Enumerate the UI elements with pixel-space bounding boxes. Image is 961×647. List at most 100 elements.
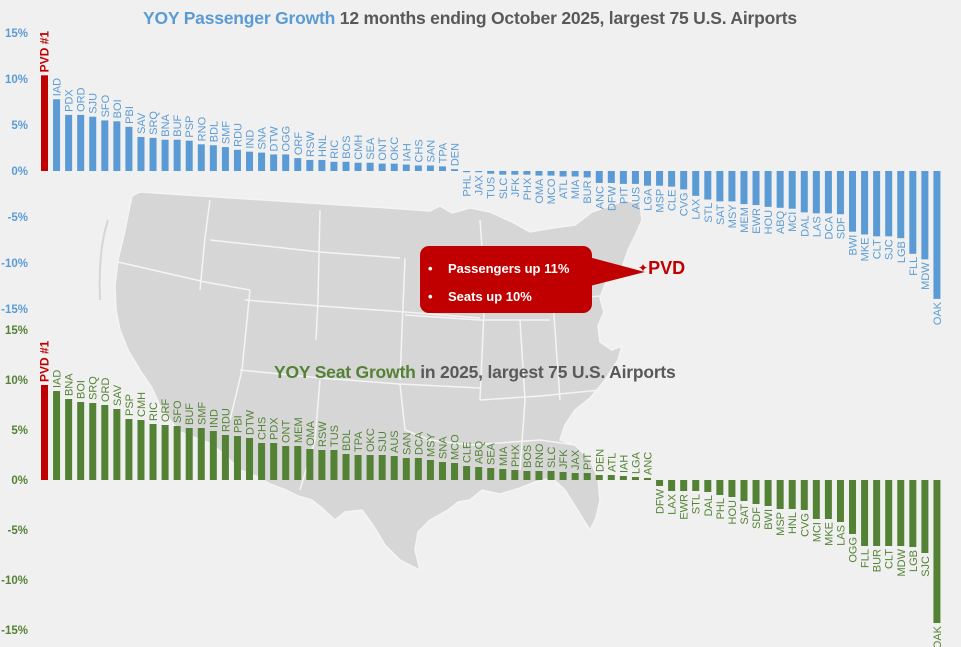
bar-okc (366, 455, 374, 480)
bar-bna (65, 399, 73, 480)
bar-label: DFW (606, 185, 618, 211)
bar-label: IND (208, 409, 220, 428)
bar-label: SJU (377, 431, 389, 452)
bar-label: OKC (365, 428, 377, 452)
bar-bos (342, 161, 350, 171)
bar-mem (740, 171, 748, 205)
y-tick-label: -15% (1, 625, 28, 637)
bar-label: LAS (811, 216, 823, 237)
bar-label: SJC (920, 556, 932, 577)
bar-label: OGG (848, 537, 860, 563)
bar-lax (668, 480, 676, 491)
bar-hnl (788, 480, 796, 509)
bar-label: MIA (570, 179, 582, 199)
bar-label: PDX (269, 417, 281, 440)
bar-ord (101, 405, 109, 480)
bar-smf (197, 428, 205, 480)
bar-label: MKE (860, 237, 872, 261)
bar-hou (764, 171, 772, 207)
y-tick-label: 0% (11, 475, 28, 487)
bar-label: PSP (124, 394, 136, 416)
bar-iad (53, 391, 61, 480)
bar-label: RSW (317, 421, 329, 447)
bar-label: ATL (606, 453, 618, 472)
bar-label: BUR (872, 549, 884, 572)
highlight-bar-label: PVD #1 (38, 31, 52, 73)
bar-label: MSY (425, 433, 437, 458)
bar-label: EWR (679, 494, 691, 520)
bar-label: TUS (486, 177, 498, 199)
bar-den (451, 169, 459, 171)
bar-ewr (680, 480, 688, 491)
bar-bna (161, 139, 169, 171)
bar-label: PBI (232, 415, 244, 433)
bar-pdx (270, 443, 278, 480)
passenger-title-rest: 12 months ending October 2025, largest 7… (335, 8, 797, 28)
bar-ont (378, 163, 386, 171)
bar-clt (873, 171, 881, 237)
y-tick-label: 15% (5, 325, 28, 337)
bar-label: DCA (413, 431, 425, 455)
bar-label: LGB (908, 550, 920, 572)
bar-sju (378, 455, 386, 480)
bar-label: BDL (208, 121, 220, 142)
bar-label: DTW (245, 409, 257, 435)
bar-ord (77, 114, 85, 171)
bar-bwi (764, 480, 772, 506)
bar-label: BNA (160, 113, 172, 136)
bar-label: LGB (896, 241, 908, 263)
bar-cmh (137, 420, 145, 480)
bar-pit (619, 171, 627, 184)
bar-san (426, 165, 434, 171)
bar-sna (258, 152, 266, 171)
bar-stl (704, 171, 712, 200)
bar-phx (523, 171, 531, 175)
bar-msy (728, 171, 736, 202)
bar-label: BUF (172, 114, 184, 136)
bar-label: RDU (232, 123, 244, 147)
bar-pbi (125, 126, 133, 171)
four-point-star-icon: ✦ (638, 261, 649, 275)
bar-dtw (270, 154, 278, 171)
bar-label: CMH (136, 392, 148, 417)
bar-buf (185, 428, 193, 480)
bar-sat (740, 480, 748, 501)
bar-chs (258, 443, 266, 480)
bar-label: OGG (281, 126, 293, 152)
bar-mco (547, 171, 555, 176)
bar-oak (933, 171, 941, 299)
bar-label: SNA (437, 436, 449, 459)
bar-label: IAD (52, 78, 64, 96)
bar-label: MCI (787, 212, 799, 232)
seat-chart-title: YOY Seat Growth in 2025, largest 75 U.S.… (274, 362, 676, 383)
bar-oma (535, 171, 543, 176)
bar-label: PHL (715, 498, 727, 519)
bar-lgb (909, 480, 917, 547)
bar-label: PHX (510, 444, 522, 467)
bar-label: AUS (630, 187, 642, 210)
bar-label: TPA (353, 431, 365, 452)
bar-label: FLL (908, 257, 920, 276)
bar-label: SEA (486, 442, 498, 465)
bar-label: MEM (739, 207, 751, 233)
bar-label: SAV (136, 112, 148, 134)
bar-tpa (354, 455, 362, 480)
bar-label: IAH (618, 455, 630, 473)
bar-label: LGA (643, 188, 655, 211)
bar-label: DTW (269, 126, 281, 152)
bar-oak (933, 480, 941, 623)
bar-label: SAT (739, 504, 751, 525)
bar-tpa (438, 166, 446, 171)
bar-label: ABQ (775, 210, 787, 234)
bar-orf (161, 425, 169, 480)
bar-cmh (354, 162, 362, 171)
bar-label: SFO (172, 400, 184, 423)
bar-label: ORD (100, 378, 112, 403)
bar-aus (631, 171, 639, 184)
bar-jfk (511, 171, 519, 175)
y-tick-label: 15% (5, 28, 28, 40)
bar-iah (402, 164, 410, 171)
bar-mco (451, 463, 459, 480)
callout-seats-text: Seats up 10% (448, 289, 532, 304)
